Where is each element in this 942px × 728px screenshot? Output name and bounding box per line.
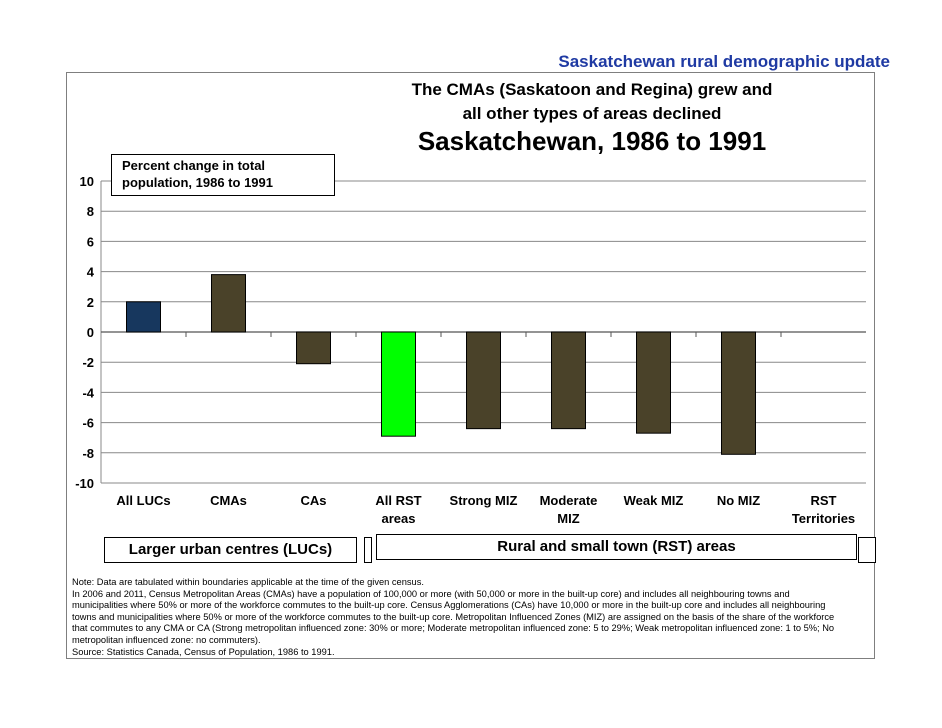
footnote-line-3: municipalities where 50% or more of the … xyxy=(72,600,826,611)
x-tick-label: Weak MIZ xyxy=(624,493,684,508)
group-end-box xyxy=(858,537,876,563)
chart-title: Saskatchewan, 1986 to 1991 xyxy=(417,126,767,156)
y-tick-label: 8 xyxy=(87,204,94,219)
x-tick-label: CAs xyxy=(300,493,326,508)
chart-subtitle-line-1: The CMAs (Saskatoon and Regina) grew and xyxy=(411,80,773,99)
chart-frame xyxy=(66,72,875,659)
rst-group-label: Rural and small town (RST) areas xyxy=(376,534,857,560)
footnote-line-6: metropolitan influenced zone: no commute… xyxy=(72,634,261,645)
chart-subtitle-line-2: all other types of areas declined xyxy=(462,104,722,123)
bar xyxy=(296,331,331,365)
y-axis-label-line-2: population, 1986 to 1991 xyxy=(122,175,273,190)
y-axis-label-line-1: Percent change in total xyxy=(122,158,266,173)
footnote-line-7: Source: Statistics Canada, Census of Pop… xyxy=(72,646,335,657)
bar xyxy=(551,331,586,430)
x-tick-label: All LUCs xyxy=(116,493,170,508)
y-tick-label: 10 xyxy=(80,174,94,189)
x-tick-label: CMAs xyxy=(210,493,247,508)
x-tick-label: All RST xyxy=(375,493,421,508)
footnote-line-2: In 2006 and 2011, Census Metropolitan Ar… xyxy=(72,588,790,599)
bar xyxy=(636,331,671,434)
bar xyxy=(466,331,501,430)
y-tick-label: -2 xyxy=(82,355,94,370)
y-tick-label: -6 xyxy=(82,416,94,431)
y-tick-label: 0 xyxy=(87,325,94,340)
bar xyxy=(211,274,246,333)
luc-group-label: Larger urban centres (LUCs) xyxy=(104,537,357,563)
footnote: Note: Data are tabulated within boundari… xyxy=(72,577,872,658)
bar xyxy=(721,331,756,455)
footnote-line-5: that commutes to any CMA or CA (Strong m… xyxy=(72,623,835,634)
x-tick-label: areas xyxy=(382,511,416,526)
group-separator-box xyxy=(364,537,372,563)
y-tick-label: 6 xyxy=(87,234,94,249)
y-tick-label: 2 xyxy=(87,295,94,310)
y-tick-label: -8 xyxy=(82,446,94,461)
bar xyxy=(126,301,161,333)
bar xyxy=(381,331,416,437)
footnote-line-1: Note: Data are tabulated within boundari… xyxy=(72,577,424,587)
x-tick-label: Moderate xyxy=(540,493,598,508)
header-title: Saskatchewan rural demographic update xyxy=(558,52,890,71)
x-tick-label: Strong MIZ xyxy=(450,493,518,508)
y-tick-label: 4 xyxy=(87,265,95,280)
x-tick-label: MIZ xyxy=(557,511,579,526)
bar-chart: 10 8 6 4 2 0 -2 -4 -6 -8 -10 All LUCs CMAs CAs All RST… xyxy=(75,174,866,526)
x-tick-label: Territories xyxy=(792,511,855,526)
y-tick-label: -4 xyxy=(82,385,94,400)
y-axis-label-box: Percent change in total population, 1986… xyxy=(111,154,335,196)
y-tick-label: -10 xyxy=(75,476,94,491)
x-tick-label: RST xyxy=(811,493,837,508)
footnote-line-4: towns and municipalities where 50% or mo… xyxy=(72,611,835,622)
x-tick-label: No MIZ xyxy=(717,493,760,508)
